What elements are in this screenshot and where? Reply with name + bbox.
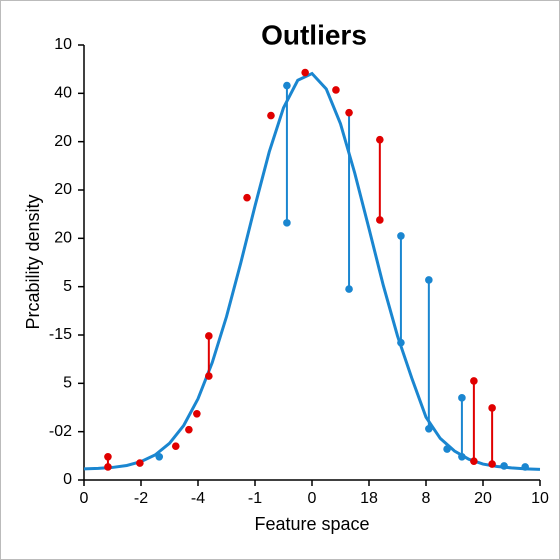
outlier-point bbox=[425, 276, 433, 284]
y-tick-label: -15 bbox=[49, 326, 72, 343]
x-tick-label: 20 bbox=[474, 490, 492, 507]
curve-point bbox=[185, 425, 193, 434]
curve-point bbox=[155, 453, 164, 461]
y-tick-label: 5 bbox=[63, 278, 72, 295]
x-tick-label: -4 bbox=[191, 490, 205, 507]
y-tick-label: 10 bbox=[54, 36, 72, 53]
curve-point bbox=[267, 111, 275, 120]
x-axis-label: Feature space bbox=[254, 514, 369, 534]
x-tick-label: 0 bbox=[80, 490, 89, 507]
outlier-point bbox=[283, 219, 291, 227]
curve-point bbox=[470, 457, 478, 465]
curve-point bbox=[345, 108, 353, 117]
curve-point bbox=[397, 338, 405, 347]
y-tick-label: 0 bbox=[63, 471, 72, 488]
x-tick-label: -1 bbox=[248, 490, 262, 507]
curve-point bbox=[500, 462, 508, 470]
outlier-point bbox=[488, 404, 496, 412]
outlier-point bbox=[205, 332, 213, 340]
y-tick-label: -02 bbox=[49, 423, 72, 440]
curve-point bbox=[171, 442, 180, 450]
curve-point bbox=[376, 216, 384, 224]
chart-title: Outliers bbox=[261, 19, 367, 50]
curve-point bbox=[205, 372, 213, 380]
curve-point bbox=[104, 463, 112, 471]
x-tick-label: 10 bbox=[531, 490, 549, 507]
y-tick-label: 5 bbox=[63, 375, 72, 392]
curve-point bbox=[243, 193, 251, 202]
curve-point bbox=[136, 459, 144, 467]
curve-point bbox=[488, 460, 496, 468]
curve-point bbox=[193, 409, 201, 418]
curve-point bbox=[458, 453, 466, 461]
curve-point bbox=[425, 424, 433, 433]
curve-point bbox=[521, 463, 529, 471]
outlier-point bbox=[397, 232, 405, 240]
x-tick-label: -2 bbox=[134, 490, 148, 507]
x-tick-label: 18 bbox=[360, 490, 378, 507]
outlier-point bbox=[458, 394, 466, 402]
outlier-point bbox=[104, 453, 112, 461]
outlier-point bbox=[345, 285, 353, 293]
curve-point bbox=[332, 86, 340, 94]
x-tick-label: 0 bbox=[308, 490, 317, 507]
y-tick-label: 20 bbox=[54, 181, 72, 198]
y-tick-label: 40 bbox=[54, 85, 72, 102]
curve-point bbox=[283, 81, 291, 90]
outlier-point bbox=[470, 377, 478, 385]
outlier-point bbox=[376, 135, 384, 144]
curve-point bbox=[443, 445, 451, 453]
y-tick-label: 20 bbox=[54, 230, 72, 247]
y-axis-label: Prcability density bbox=[23, 194, 43, 329]
y-tick-label: 20 bbox=[54, 133, 72, 150]
curve-point bbox=[301, 68, 309, 77]
x-tick-label: 8 bbox=[422, 490, 431, 507]
